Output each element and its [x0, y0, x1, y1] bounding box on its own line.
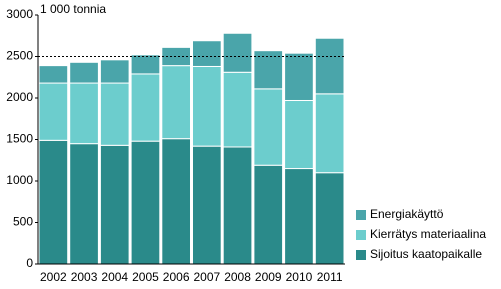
- bar-segment: [69, 143, 99, 265]
- bar-segment: [253, 50, 284, 90]
- bar-segment: [314, 93, 345, 174]
- y-tick-label: 2000: [6, 90, 33, 104]
- legend-label: Sijoitus kaatopaikalle: [370, 247, 482, 261]
- bar-segment: [130, 140, 161, 265]
- x-tick-label: 2010: [286, 270, 313, 284]
- x-tick-label: 2005: [132, 270, 159, 284]
- legend-label: Kierrätys materiaalina: [370, 227, 486, 241]
- x-tick-label: 2004: [101, 270, 128, 284]
- bar-segment: [99, 59, 130, 84]
- bar-segment: [192, 65, 222, 147]
- bar-segment: [284, 168, 314, 265]
- y-tick-label: 500: [13, 215, 33, 229]
- bar-segment: [99, 144, 130, 265]
- legend-swatch: [356, 230, 366, 240]
- bar-segment: [222, 71, 253, 148]
- bar-segment: [69, 82, 99, 145]
- bar-segment: [69, 61, 99, 84]
- legend-label: Energiakäyttö: [370, 207, 444, 221]
- bar-segment: [314, 172, 345, 265]
- bar-segment: [130, 54, 161, 75]
- legend-swatch: [356, 250, 366, 260]
- y-tick-label: 1500: [6, 132, 33, 146]
- bar-segment: [192, 145, 222, 265]
- y-tick-label: 2500: [6, 49, 33, 63]
- x-tick-label: 2002: [40, 270, 67, 284]
- x-tick-label: 2006: [163, 270, 190, 284]
- x-tick-label: 2009: [255, 270, 282, 284]
- bar-segment: [38, 139, 69, 265]
- bar-segment: [192, 40, 222, 67]
- bar-segment: [38, 82, 69, 141]
- unit-label: 1 000 tonnia: [40, 2, 106, 16]
- bar-segment: [161, 65, 192, 140]
- x-tick-label: 2003: [71, 270, 98, 284]
- x-tick-label: 2008: [224, 270, 251, 284]
- legend-swatch: [356, 210, 366, 220]
- x-tick-label: 2007: [193, 270, 220, 284]
- bar-segment: [314, 37, 345, 95]
- y-tick-label: 1000: [6, 173, 33, 187]
- bar-segment: [253, 164, 284, 265]
- bar-segment: [161, 138, 192, 265]
- bar-segment: [222, 32, 253, 73]
- x-tick-label: 2011: [317, 270, 343, 284]
- bar-segment: [99, 82, 130, 146]
- bar-segment: [284, 52, 314, 101]
- bar-segment: [38, 65, 69, 84]
- bar-segment: [222, 146, 253, 265]
- bar-segment: [284, 99, 314, 170]
- y-tick-label: 0: [26, 256, 33, 270]
- bar-segment: [253, 88, 284, 166]
- bar-segment: [130, 73, 161, 142]
- y-tick-label: 3000: [6, 7, 33, 21]
